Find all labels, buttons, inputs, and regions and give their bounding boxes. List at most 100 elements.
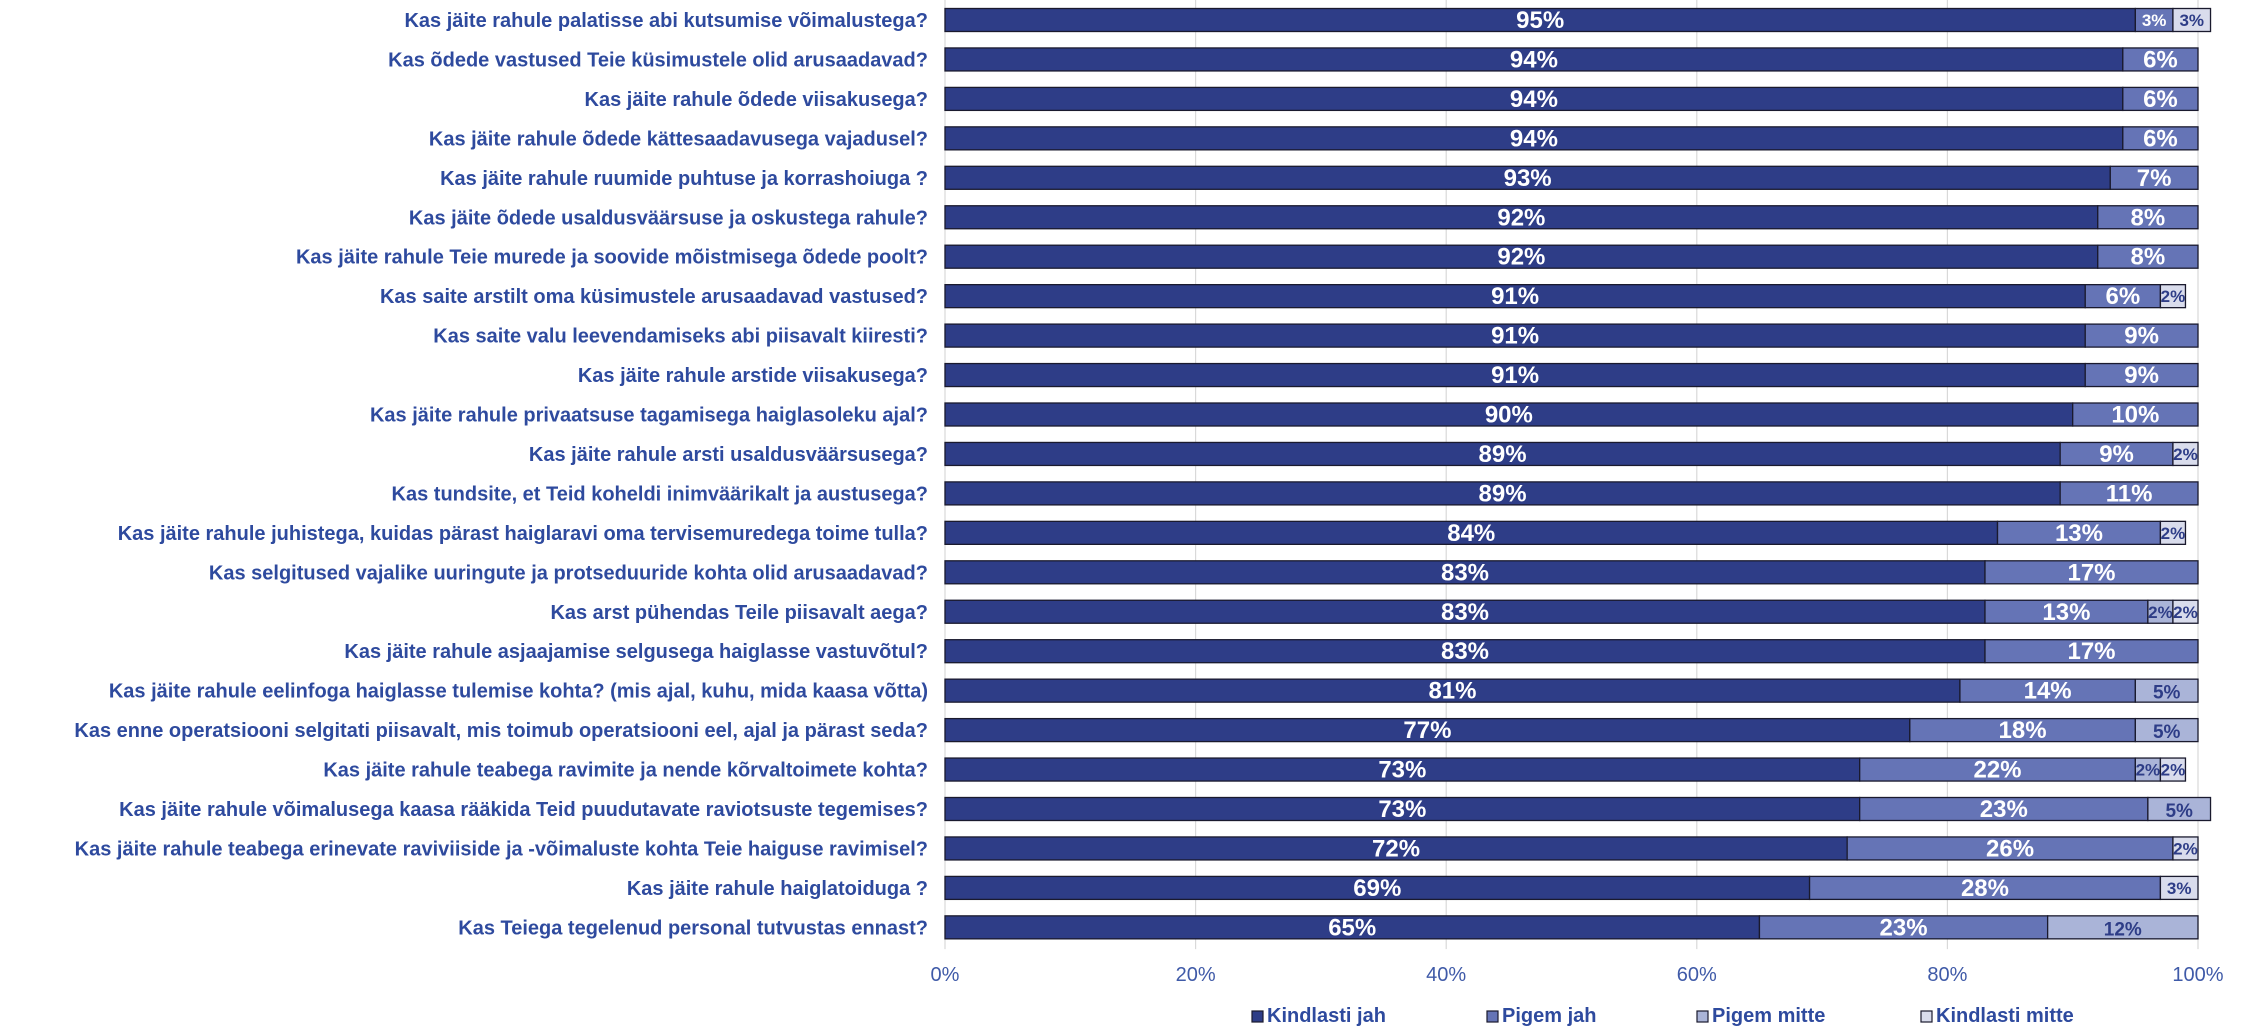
legend-label: Pigem jah	[1502, 1005, 1596, 1026]
legend-label: Kindlasti jah	[1267, 1005, 1386, 1026]
data-label: 11%	[2106, 480, 2153, 507]
data-label: 10%	[2111, 402, 2159, 429]
legend-swatch	[1486, 1010, 1499, 1023]
bars: 95% 3% 3% 94% 6% 94% 6% 94% 6% 93% 7% 92% 8% 92% 8% 91%…	[944, 7, 2212, 941]
x-tick-label: 100%	[2172, 964, 2223, 986]
category-label: Kas jäite rahule eelinfoga haiglasse tul…	[109, 681, 928, 703]
data-label: 22%	[1973, 757, 2021, 784]
category-label: Kas jäite rahule õdede viisakusega?	[585, 89, 928, 111]
category-label: Kas saite valu leevendamiseks abi piisav…	[433, 326, 928, 348]
bar-segment	[2122, 126, 2199, 151]
data-label: 3%	[2142, 11, 2167, 30]
data-label: 28%	[1961, 875, 2009, 902]
bar-segment	[2159, 283, 2187, 309]
legend-swatch	[1920, 1010, 1933, 1023]
data-label: 2%	[2173, 839, 2198, 858]
data-label: 91%	[1491, 362, 1539, 389]
data-label: 3%	[2167, 879, 2192, 898]
data-label: 2%	[2161, 524, 2186, 543]
bar-segment	[2134, 678, 2199, 703]
data-label: 13%	[2042, 599, 2090, 626]
category-label: Kas jäite rahule teabega erinevate raviv…	[75, 838, 928, 860]
bar-segment	[1984, 560, 2199, 585]
data-label: 65%	[1328, 914, 1376, 941]
category-label: Kas enne operatsiooni selgitati piisaval…	[74, 720, 928, 742]
data-label: 23%	[1980, 796, 2028, 823]
data-label: 8%	[2131, 204, 2166, 231]
data-label: 17%	[2067, 559, 2115, 586]
data-label: 2%	[2148, 603, 2173, 622]
category-label: Kas jäite rahule teabega ravimite ja nen…	[323, 760, 928, 782]
data-label: 93%	[1504, 165, 1552, 192]
bar-segment	[2172, 7, 2212, 33]
bar-segment	[2159, 875, 2199, 901]
bar-segment	[2046, 915, 2199, 940]
data-label: 73%	[1378, 757, 1426, 784]
bar-segment	[1984, 639, 2199, 664]
data-label: 6%	[2143, 46, 2178, 73]
bar-segment	[2072, 402, 2199, 427]
data-label: 9%	[2124, 323, 2159, 350]
data-label: 83%	[1441, 638, 1489, 665]
x-tick-label: 20%	[1176, 964, 1216, 986]
data-label: 2%	[2173, 603, 2198, 622]
data-label: 77%	[1403, 717, 1451, 744]
data-label: 6%	[2143, 86, 2178, 113]
data-label: 89%	[1479, 441, 1527, 468]
data-label: 6%	[2143, 125, 2178, 152]
category-label: Kas jäite rahule võimalusega kaasa rääki…	[119, 799, 928, 821]
category-label: Kas õdede vastused Teie küsimustele olid…	[388, 49, 928, 71]
data-label: 9%	[2099, 441, 2134, 468]
category-label: Kas arst pühendas Teile piisavalt aega?	[550, 602, 928, 624]
data-label: 2%	[2173, 445, 2198, 464]
category-label: Kas jäite rahule õdede kättesaadavusega …	[429, 128, 928, 150]
legend-label: Pigem mitte	[1712, 1005, 1825, 1026]
category-label: Kas tundsite, et Teid koheldi inimväärik…	[392, 483, 928, 505]
category-label: Kas jäite rahule asjaajamise selgusega h…	[344, 641, 928, 663]
legend-label: Kindlasti mitte	[1936, 1005, 2074, 1026]
data-label: 69%	[1353, 875, 1401, 902]
data-label: 81%	[1428, 678, 1476, 705]
data-label: 94%	[1510, 125, 1558, 152]
data-label: 5%	[2153, 722, 2181, 743]
category-label: Kas jäite rahule Teie murede ja soovide …	[296, 247, 928, 269]
legend: Kindlasti jah Pigem jah Pigem mitte Kindlas…	[1251, 1005, 2074, 1027]
data-label: 7%	[2137, 165, 2172, 192]
bar-segment	[2159, 520, 2187, 545]
bar-segment	[2097, 205, 2199, 230]
bar-segment	[2109, 165, 2199, 190]
bar-segment	[2134, 717, 2199, 743]
category-label: Kas saite arstilt oma küsimustele arusaa…	[380, 286, 928, 308]
data-label: 17%	[2067, 638, 2115, 665]
data-label: 89%	[1479, 480, 1527, 507]
bar-segment	[2059, 481, 2199, 506]
bar-segment	[2172, 599, 2199, 624]
category-label: Kas jäite rahule juhistega, kuidas päras…	[118, 523, 928, 545]
data-label: 92%	[1497, 244, 1545, 271]
data-label: 72%	[1372, 835, 1420, 862]
data-label: 2%	[2161, 761, 2186, 780]
category-label: Kas Teiega tegelenud personal tutvustas …	[458, 917, 928, 939]
x-tick-label: 60%	[1677, 964, 1717, 986]
data-label: 18%	[1999, 717, 2047, 744]
category-label: Kas jäite rahule haiglatoiduga ?	[627, 878, 928, 900]
data-label: 95%	[1516, 7, 1564, 34]
bar-segment	[2147, 796, 2212, 822]
category-label: Kas jäite rahule ruumide puhtuse ja korr…	[440, 168, 928, 190]
data-label: 12%	[2104, 919, 2142, 940]
bar-segment	[2084, 323, 2199, 348]
category-label: Kas jäite rahule arsti usaldusväärsusega…	[529, 444, 928, 466]
category-label: Kas jäite rahule privaatsuse tagamisega …	[370, 405, 928, 427]
data-label: 91%	[1491, 283, 1539, 310]
bar-segment	[2097, 244, 2199, 269]
legend-swatch	[1696, 1010, 1709, 1023]
data-label: 14%	[2024, 678, 2072, 705]
data-label: 94%	[1510, 86, 1558, 113]
data-label: 94%	[1510, 46, 1558, 73]
bar-segment	[2122, 86, 2199, 112]
data-label: 73%	[1378, 796, 1426, 823]
bar-segment	[2172, 836, 2199, 861]
x-tick-label: 40%	[1426, 964, 1466, 986]
x-tick-label: 80%	[1927, 964, 1967, 986]
